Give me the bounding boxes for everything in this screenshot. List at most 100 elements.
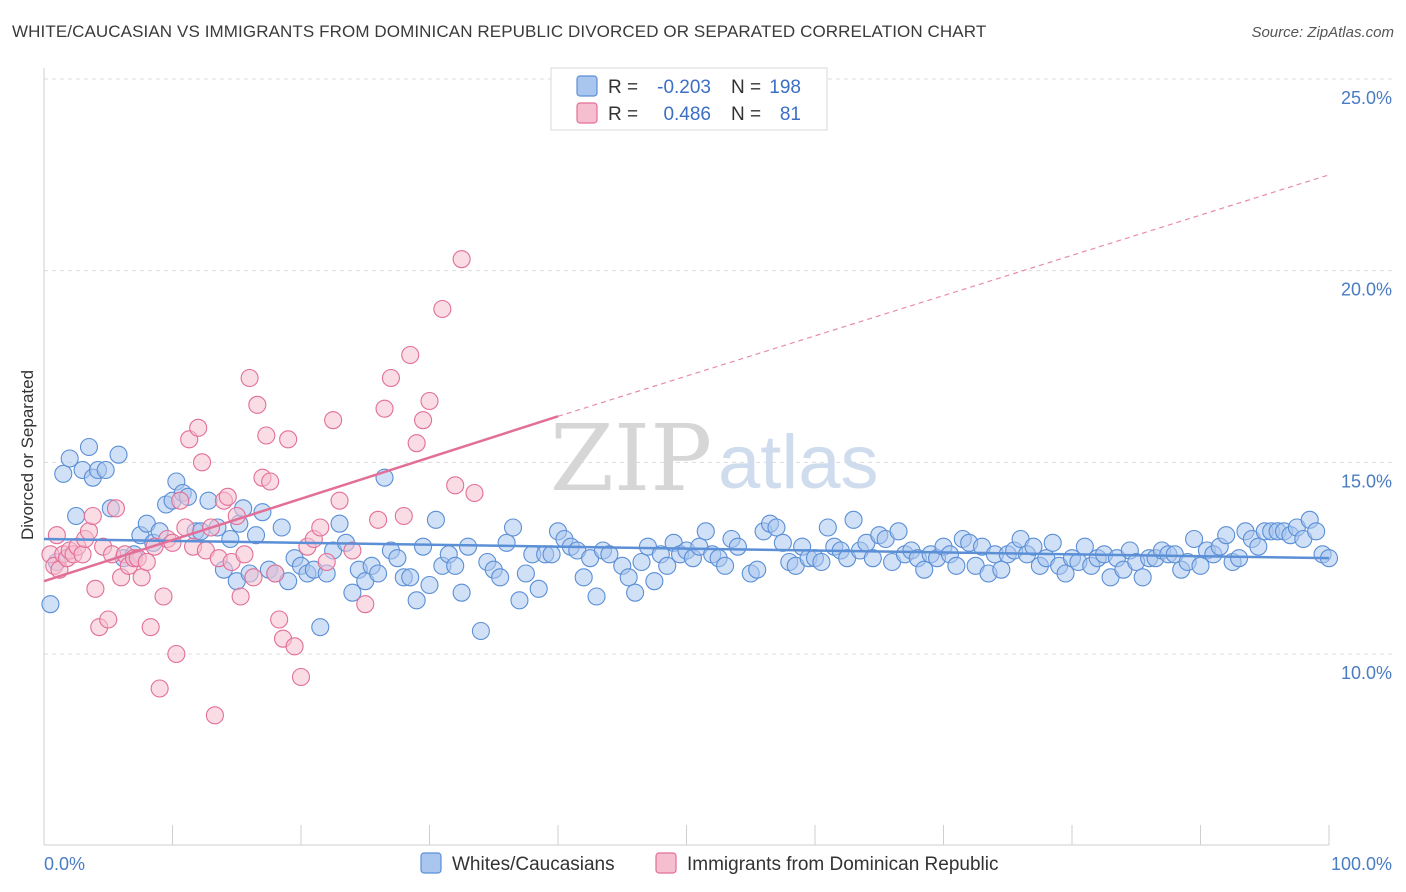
whites-point-87 bbox=[600, 545, 619, 564]
whites-point-186 bbox=[1249, 537, 1268, 556]
whites-point-65 bbox=[452, 583, 471, 602]
whites-point-43 bbox=[311, 618, 330, 637]
legend-n-label-2: N = bbox=[731, 104, 761, 125]
legend-swatch-blue bbox=[576, 75, 598, 97]
whites-point-101 bbox=[696, 522, 715, 541]
watermark-atlas: atlas bbox=[718, 420, 879, 505]
chart-title: WHITE/CAUCASIAN VS IMMIGRANTS FROM DOMIN… bbox=[12, 22, 987, 41]
dominican-point-77 bbox=[433, 299, 452, 319]
whites-point-66 bbox=[458, 537, 478, 556]
whites-point-195 bbox=[1307, 522, 1326, 541]
legend-n-label-1: N = bbox=[731, 77, 761, 98]
dominican-point-66 bbox=[330, 491, 349, 510]
whites-point-83 bbox=[574, 568, 593, 587]
whites-point-85 bbox=[587, 587, 606, 606]
whites-point-156 bbox=[1056, 564, 1075, 583]
dominican-point-33 bbox=[171, 491, 190, 510]
dominican-point-49 bbox=[240, 368, 259, 388]
whites-point-95 bbox=[658, 556, 677, 575]
dominican-point-58 bbox=[279, 430, 298, 449]
dominican-point-2 bbox=[47, 526, 66, 545]
dominican-point-60 bbox=[291, 667, 311, 687]
whites-point-48 bbox=[343, 583, 362, 602]
whites-point-91 bbox=[632, 552, 651, 572]
dominican-point-44 bbox=[218, 487, 237, 506]
dominican-point-13 bbox=[86, 579, 105, 598]
whites-point-168 bbox=[1133, 568, 1152, 587]
dominican-point-74 bbox=[407, 434, 426, 453]
dominican-point-47 bbox=[231, 587, 250, 606]
whites-point-151 bbox=[1024, 537, 1043, 556]
dominican-point-18 bbox=[106, 499, 126, 518]
dominican-point-73 bbox=[401, 345, 420, 365]
dominican-point-9 bbox=[73, 545, 92, 564]
dominican-point-79 bbox=[452, 250, 471, 269]
dominican-point-55 bbox=[266, 564, 285, 583]
whites-point-74 bbox=[516, 564, 535, 583]
dominican-point-72 bbox=[394, 506, 413, 526]
whites-point-72 bbox=[503, 518, 523, 537]
whites-point-181 bbox=[1217, 526, 1236, 545]
legend-box: R = -0.203 N = 198 R = 0.486 N = 81 bbox=[550, 67, 828, 131]
watermark-zip: ZIP bbox=[550, 405, 712, 512]
whites-point-61 bbox=[426, 510, 445, 529]
whites-point-0 bbox=[41, 595, 60, 614]
series-dominican-points bbox=[41, 250, 484, 725]
dominican-point-53 bbox=[257, 426, 276, 445]
whites-point-130 bbox=[889, 522, 908, 541]
legend-r-label-2: R = bbox=[608, 104, 638, 125]
whites-point-25 bbox=[199, 491, 218, 510]
whites-point-57 bbox=[401, 568, 420, 587]
dominican-point-59 bbox=[285, 637, 304, 656]
whites-point-123 bbox=[844, 510, 863, 529]
dominican-point-67 bbox=[343, 541, 362, 560]
dominican-point-28 bbox=[150, 679, 169, 698]
whites-point-71 bbox=[497, 533, 516, 552]
dominican-point-26 bbox=[141, 618, 160, 637]
whites-point-59 bbox=[414, 537, 433, 556]
dominican-point-51 bbox=[248, 395, 267, 414]
whites-point-139 bbox=[947, 556, 966, 575]
legend-n-value-2: 81 bbox=[780, 104, 801, 125]
trend-line-dominican bbox=[43, 415, 559, 583]
dominican-point-25 bbox=[137, 552, 156, 572]
dominican-point-78 bbox=[446, 476, 465, 495]
trend-line-dominican-extension bbox=[557, 174, 1330, 417]
whites-point-11 bbox=[109, 445, 128, 464]
dominican-point-69 bbox=[369, 510, 388, 529]
dominican-point-76 bbox=[420, 391, 439, 411]
dominican-point-68 bbox=[356, 595, 375, 614]
source-label: Source: ZipAtlas.com bbox=[1251, 24, 1394, 41]
whites-point-70 bbox=[491, 568, 510, 587]
dominican-point-41 bbox=[205, 706, 224, 725]
whites-point-2 bbox=[54, 464, 73, 483]
whites-point-106 bbox=[728, 537, 747, 556]
whites-point-146 bbox=[992, 560, 1011, 579]
whites-point-112 bbox=[773, 533, 792, 552]
axes bbox=[43, 68, 1330, 846]
dominican-point-54 bbox=[261, 472, 280, 491]
whites-point-60 bbox=[420, 575, 439, 595]
dominican-point-24 bbox=[132, 568, 151, 587]
legend-r-label-1: R = bbox=[608, 77, 638, 98]
y-tick-label-1: 15.0% bbox=[1341, 471, 1392, 491]
whites-point-9 bbox=[96, 460, 115, 480]
whites-point-4 bbox=[67, 506, 86, 526]
y-tick-label-3: 25.0% bbox=[1341, 88, 1392, 108]
whites-point-55 bbox=[388, 549, 407, 568]
dominican-point-32 bbox=[167, 644, 186, 664]
whites-point-3 bbox=[60, 449, 79, 468]
legend-n-value-1: 198 bbox=[769, 77, 801, 98]
dominican-point-71 bbox=[381, 368, 401, 388]
x-tick-label-max: 100.0% bbox=[1331, 854, 1392, 874]
whites-point-90 bbox=[626, 583, 645, 602]
x-tick-label-min: 0.0% bbox=[44, 854, 85, 874]
whites-point-93 bbox=[645, 572, 664, 591]
whites-point-37 bbox=[272, 518, 291, 537]
whites-point-28 bbox=[221, 529, 240, 549]
dominican-point-64 bbox=[317, 552, 336, 572]
dominican-point-12 bbox=[83, 506, 102, 526]
dominican-point-38 bbox=[193, 453, 212, 472]
trend-line-whites bbox=[43, 537, 1330, 560]
bottom-legend: Whites/Caucasians Immigrants from Domini… bbox=[420, 852, 999, 875]
